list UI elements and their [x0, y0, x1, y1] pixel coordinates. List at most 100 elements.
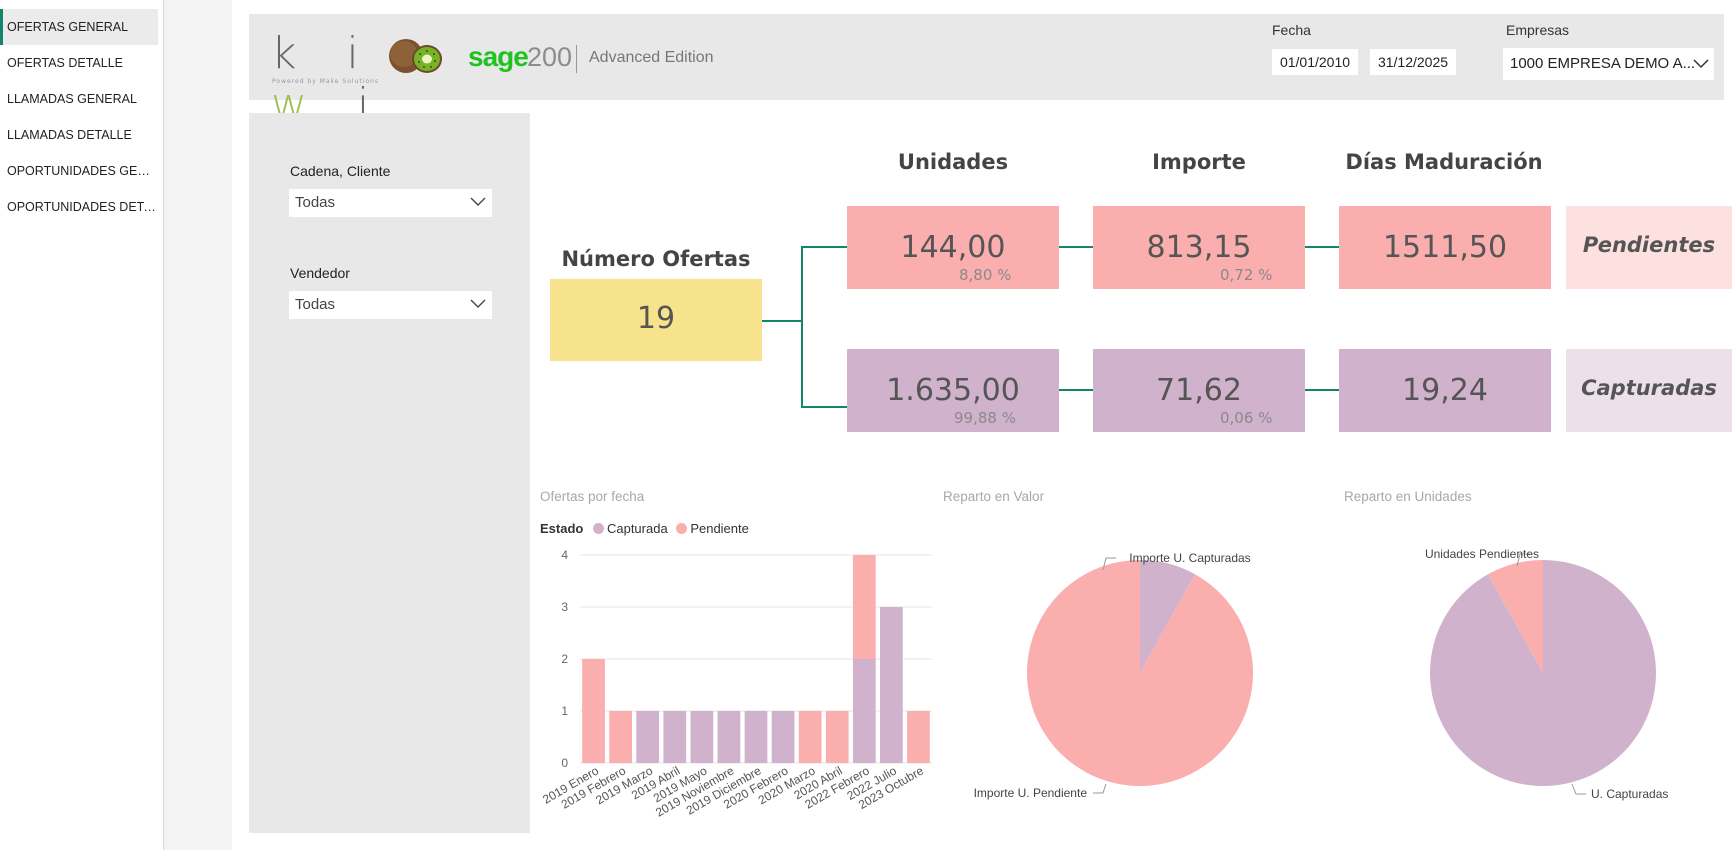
legend-label-pendiente[interactable]: Pendiente: [690, 521, 749, 536]
pendientes-unidades-pct: 8,80 %: [959, 266, 1012, 284]
pie-unidades-title: Reparto en Unidades: [1344, 489, 1472, 504]
connector-line: [801, 406, 848, 408]
pendientes-dias-value: 1511,50: [1382, 230, 1508, 265]
capturadas-dias-card: 19,24: [1339, 349, 1551, 432]
pendientes-unidades-card: 144,00 8,80 %: [847, 206, 1059, 289]
pie-leader-line: [1571, 783, 1586, 795]
date-from-input[interactable]: 01/01/2010: [1272, 49, 1358, 75]
vendedor-select[interactable]: Todas: [289, 291, 492, 319]
connector-line: [762, 320, 802, 322]
pie-slice-label: Importe U. Capturadas: [1129, 551, 1250, 565]
numero-ofertas-header: Número Ofertas: [561, 247, 751, 271]
connector-line: [801, 246, 803, 408]
bar-capturada-6[interactable]: [717, 711, 741, 763]
connector-line: [1305, 389, 1339, 391]
pie-valor-title: Reparto en Valor: [943, 489, 1045, 504]
capturadas-dias-value: 19,24: [1402, 373, 1488, 408]
legend-swatch-pendiente: [676, 523, 688, 534]
sage-logo: sage: [468, 41, 529, 72]
nav-item-ofertas-general[interactable]: OFERTAS GENERAL: [0, 9, 158, 45]
bar-capturada-5[interactable]: [690, 711, 714, 763]
capturadas-importe-card: 71,62 0,06 %: [1093, 349, 1305, 432]
kiwi-tagline: Powered by Make Solutions: [272, 78, 379, 85]
date-filter-label: Fecha: [1272, 22, 1311, 38]
cliente-select[interactable]: Todas: [289, 189, 492, 217]
bar-capturada-11[interactable]: [852, 659, 876, 763]
capturadas-importe-pct: 0,06 %: [1220, 409, 1273, 427]
connector-line: [1305, 246, 1339, 248]
pie-slice-pendientes[interactable]: [1487, 560, 1543, 673]
company-select-value: 1000 EMPRESA DEMO A...: [1510, 55, 1696, 72]
bar-capturada-3[interactable]: [636, 711, 660, 763]
nav-item-ofertas-detalle[interactable]: OFERTAS DETALLE: [7, 56, 124, 70]
nav-item-oportunidades-general[interactable]: OPORTUNIDADES GENERAL: [7, 164, 158, 178]
chevron-down-icon: [1693, 59, 1709, 69]
bar-capturada-12[interactable]: [880, 607, 903, 763]
legend-swatch-capturada: [592, 523, 604, 534]
pendientes-label-card: Pendientes: [1566, 206, 1732, 289]
reparto-unidades-chart: Unidades Pendientes U. Capturadas: [1425, 547, 1668, 801]
filter-panel: Cadena, Cliente Todas Vendedor Todas: [249, 113, 530, 833]
pendientes-importe-card: 813,15 0,72 %: [1093, 206, 1305, 289]
legend-label-capturada[interactable]: Capturada: [606, 521, 668, 536]
connector-line: [1059, 389, 1094, 391]
pie-leader-line: [1102, 557, 1116, 571]
bar-capturada-8[interactable]: [771, 711, 795, 763]
bar-chart-legend: Estado Capturada Pendiente: [540, 520, 749, 538]
y-tick-label: 2: [561, 652, 568, 666]
canvas-margin: [164, 0, 232, 850]
numero-ofertas-value: 19: [636, 301, 676, 336]
nav-item-llamadas-general[interactable]: LLAMADAS GENERAL: [7, 92, 137, 106]
capturadas-label: Capturadas: [1581, 376, 1717, 400]
connector-line: [801, 246, 848, 248]
reparto-valor-chart: Importe U. Capturadas Importe U. Pendient…: [974, 551, 1253, 800]
bar-chart-title: Ofertas por fecha: [540, 489, 645, 504]
vendedor-filter-label: Vendedor: [290, 265, 350, 281]
pie-slice-label: Importe U. Pendiente: [974, 786, 1088, 800]
capturadas-unidades-pct: 99,88 %: [954, 409, 1016, 427]
pie-leader-line: [1093, 783, 1107, 794]
date-to-input[interactable]: 31/12/2025: [1370, 49, 1456, 75]
pie-slice-1[interactable]: [1140, 560, 1196, 673]
unidades-header: Unidades: [897, 150, 1009, 174]
sage-version: 200: [527, 42, 573, 72]
nav-item-llamadas-detalle[interactable]: LLAMADAS DETALLE: [7, 128, 132, 142]
bar-pendiente-10[interactable]: [825, 711, 849, 763]
capturadas-label-card: Capturadas: [1566, 349, 1732, 432]
importe-header: Importe: [1152, 150, 1246, 174]
capturadas-unidades-value: 1.635,00: [886, 373, 1020, 408]
pendientes-label: Pendientes: [1582, 233, 1716, 257]
bar-pendiente-11[interactable]: [852, 555, 876, 659]
vendedor-select-value: Todas: [295, 296, 336, 313]
pie-slice-2[interactable]: [1027, 560, 1253, 786]
pendientes-dias-card: 1511,50: [1339, 206, 1551, 289]
bar-pendiente-2[interactable]: [609, 711, 632, 763]
nav-item-oportunidades-detalle[interactable]: OPORTUNIDADES DETALLE: [7, 200, 158, 214]
pendientes-unidades-value: 144,00: [900, 230, 1006, 265]
bar-pendiente-9[interactable]: [798, 711, 822, 763]
bar-capturada-4[interactable]: [663, 711, 687, 763]
bar-pendiente-13[interactable]: [907, 711, 930, 763]
cliente-select-value: Todas: [295, 194, 336, 211]
company-filter-label: Empresas: [1506, 22, 1570, 38]
report-header: k i w i Powered by Make Solutions sage 2…: [249, 14, 1724, 130]
kiwi-fruit-icon: [389, 39, 442, 73]
dias-maduracion-header: Días Maduración: [1345, 150, 1543, 174]
bar-pendiente-1[interactable]: [582, 659, 605, 763]
pendientes-importe-pct: 0,72 %: [1220, 266, 1273, 284]
kiwi-logo-text: k i w i: [271, 28, 388, 130]
y-tick-label: 0: [561, 756, 568, 770]
page-navigation: OFERTAS GENERAL OFERTAS DETALLE LLAMADAS…: [0, 0, 164, 850]
kiwi-logo: k i w i Powered by Make Solutions: [271, 28, 451, 130]
sage-edition: Advanced Edition: [589, 49, 714, 66]
connector-line: [1059, 246, 1094, 248]
chevron-down-icon: [470, 299, 486, 308]
y-tick-label: 4: [561, 548, 568, 562]
bar-capturada-7[interactable]: [744, 711, 768, 763]
y-tick-label: 3: [561, 600, 568, 614]
chevron-down-icon: [470, 197, 486, 206]
capturadas-importe-value: 71,62: [1156, 373, 1242, 408]
capturadas-unidades-card: 1.635,00 99,88 %: [847, 349, 1059, 432]
company-select[interactable]: 1000 EMPRESA DEMO A...: [1503, 48, 1714, 80]
